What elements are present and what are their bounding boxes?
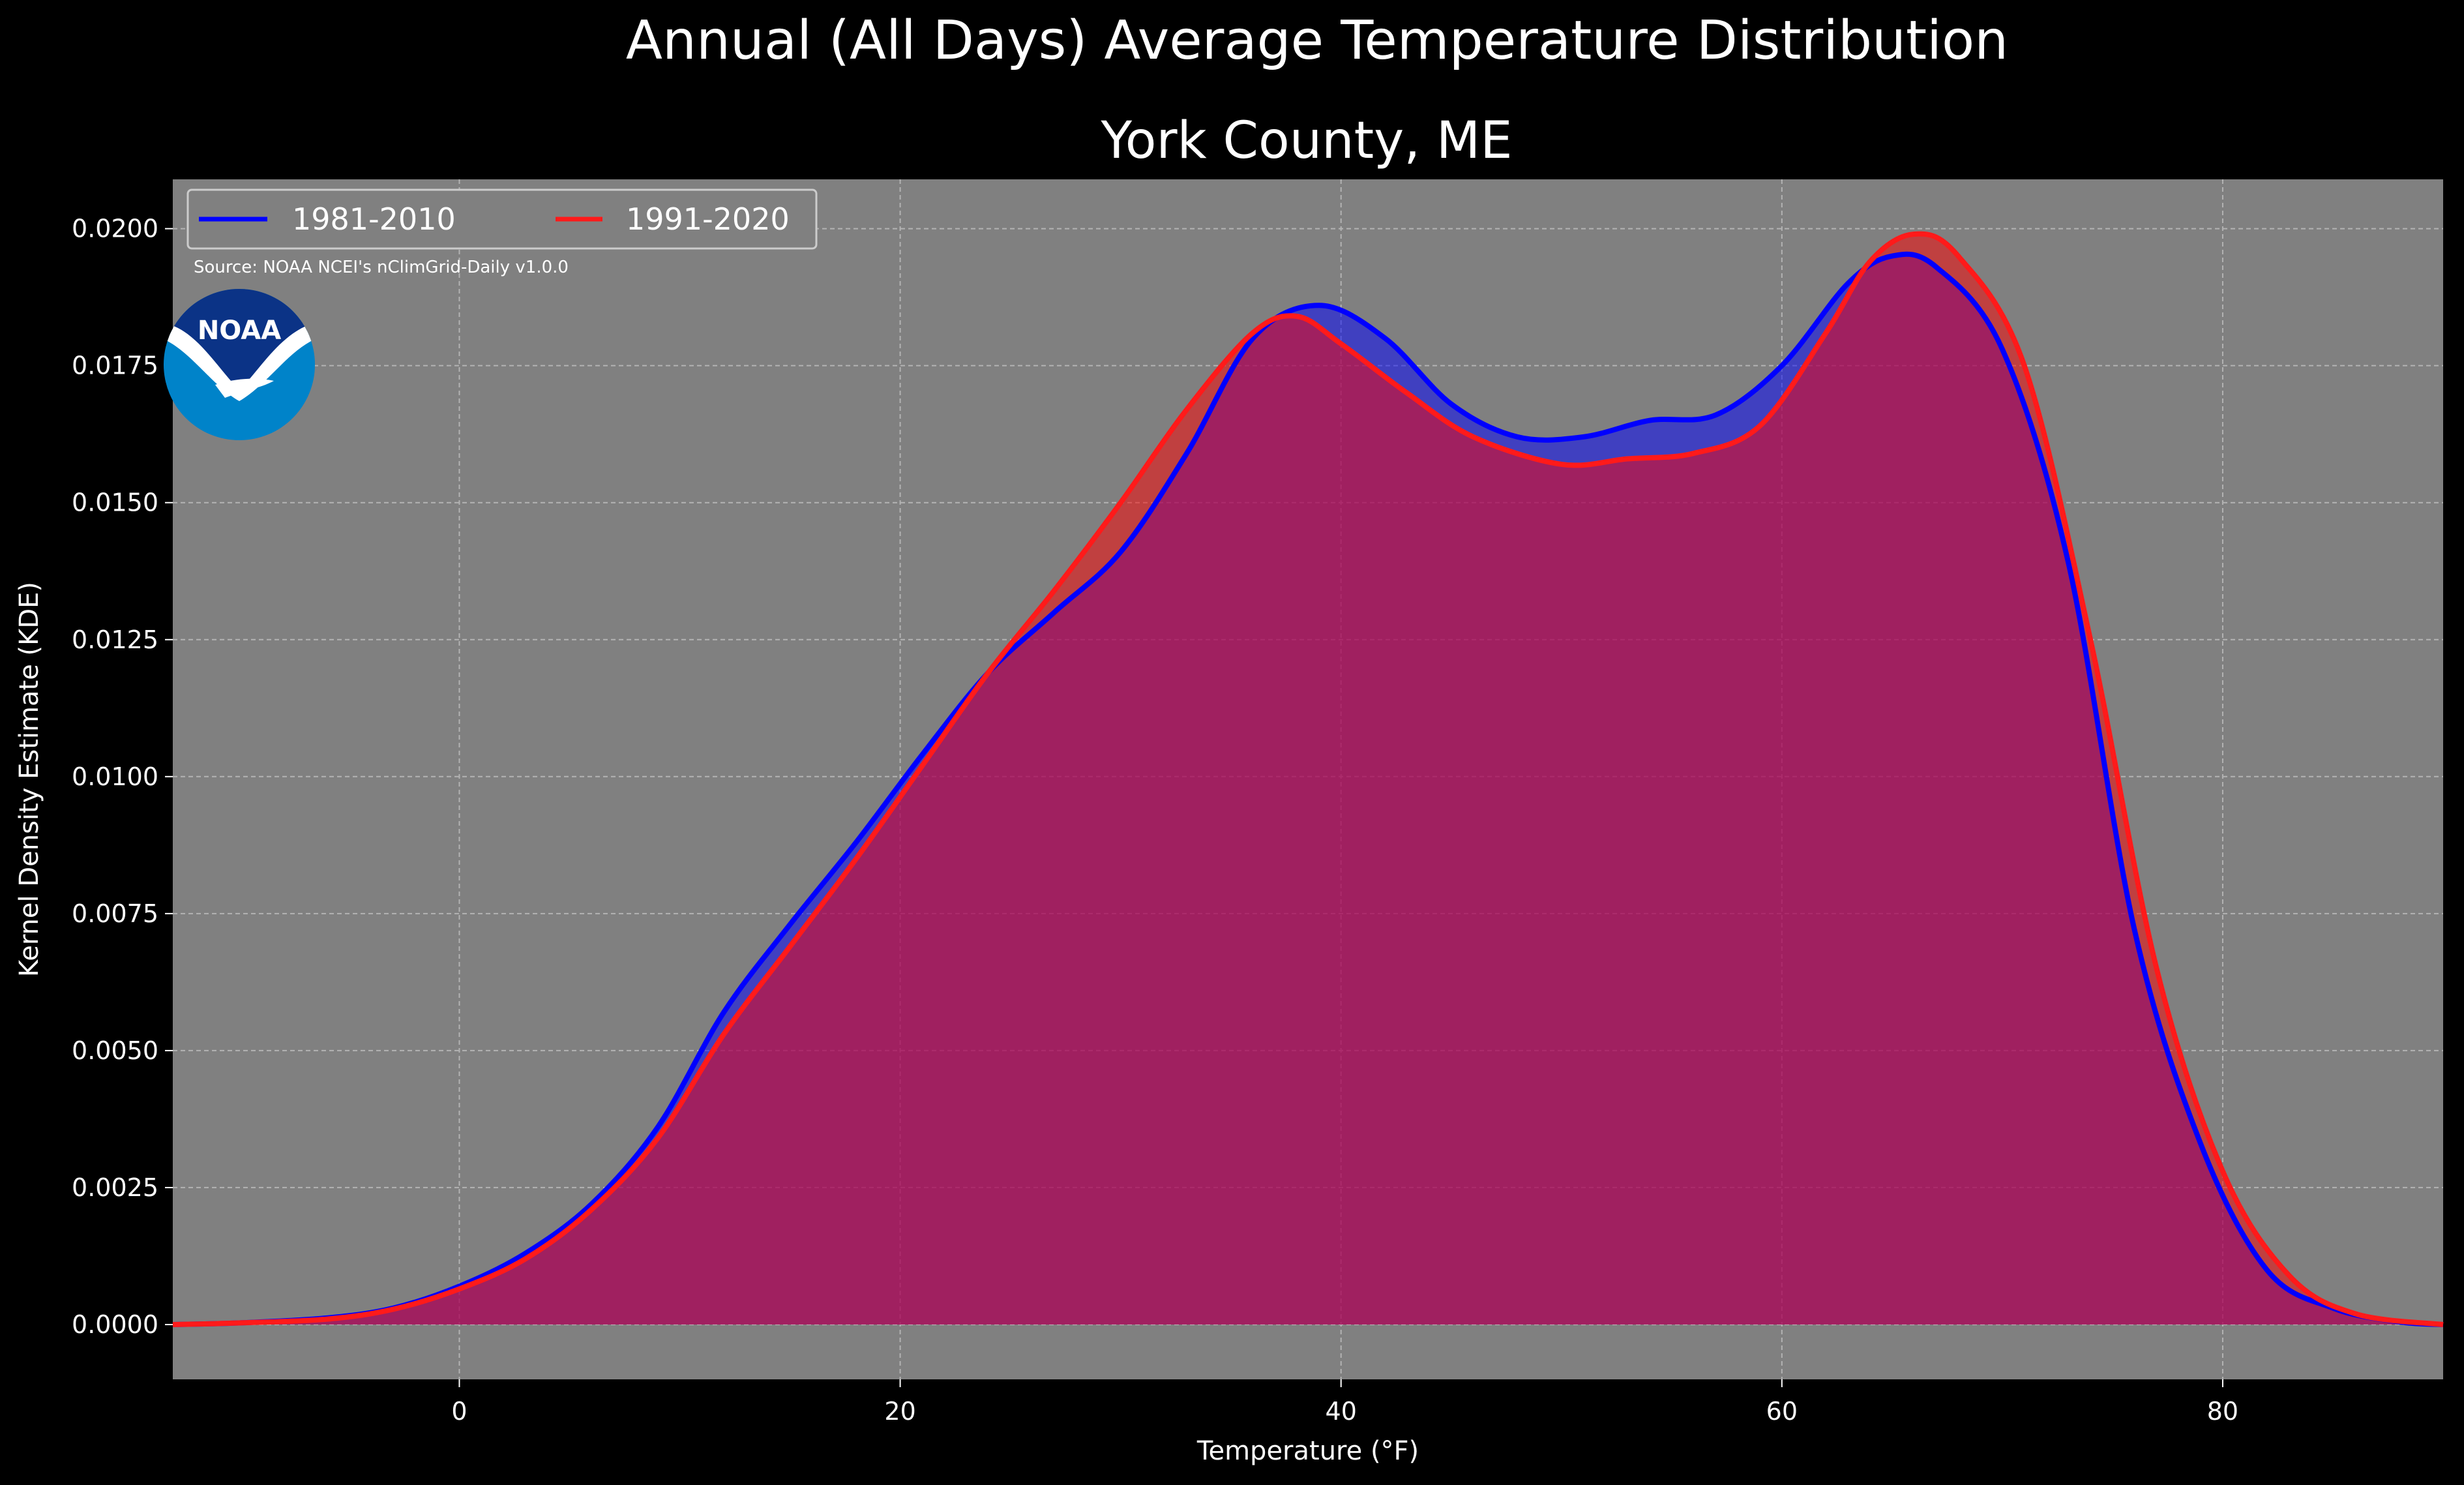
x-tick-label: 60 [1766,1397,1798,1426]
x-tick-label: 0 [451,1397,467,1426]
chart-title: York County, ME [1100,112,1512,170]
y-tick-label: 0.0000 [72,1310,158,1339]
y-tick-label: 0.0150 [72,488,158,517]
noaa-logo-upper [164,289,315,391]
x-axis-label: Temperature (°F) [1196,1436,1419,1466]
x-tick-label: 80 [2207,1397,2238,1426]
y-tick-label: 0.0100 [72,762,158,791]
y-tick-label: 0.0175 [72,352,158,380]
x-tick-label: 40 [1326,1397,1357,1426]
y-tick-label: 0.0125 [72,625,158,654]
legend: 1981-2010 1991-2020 [186,188,818,250]
legend-box [186,188,818,250]
legend-label-1991-2020: 1991-2020 [626,202,790,237]
y-tick-label: 0.0200 [72,215,158,243]
y-tick-label: 0.0050 [72,1036,158,1065]
y-tick-label: 0.0025 [72,1173,158,1202]
noaa-logo-gull [164,323,315,401]
legend-label-1981-2010: 1981-2010 [292,202,456,237]
noaa-logo-gull-tail [215,378,274,398]
density-curves [172,231,2444,1327]
density-line-1981-2010 [172,251,2444,1327]
y-tick-label: 0.0075 [72,899,158,928]
noaa-logo-text: NOAA [198,316,281,346]
axes: 0 20 40 60 80 0.0000 0.0025 0.0050 0.0075 0.0100 0… [72,215,2238,1426]
source-note: Source: NOAA NCEI's nClimGrid-Daily v1.0… [194,258,569,277]
density-line-1991-2020 [172,231,2444,1327]
y-axis-label: Kernel Density Estimate (KDE) [14,582,44,977]
x-tick-label: 20 [884,1397,915,1426]
noaa-logo: NOAA [164,289,315,440]
density-area-1991-2020 [173,233,2443,1325]
figure-suptitle: Annual (All Days) Average Temperature Di… [626,10,2008,72]
